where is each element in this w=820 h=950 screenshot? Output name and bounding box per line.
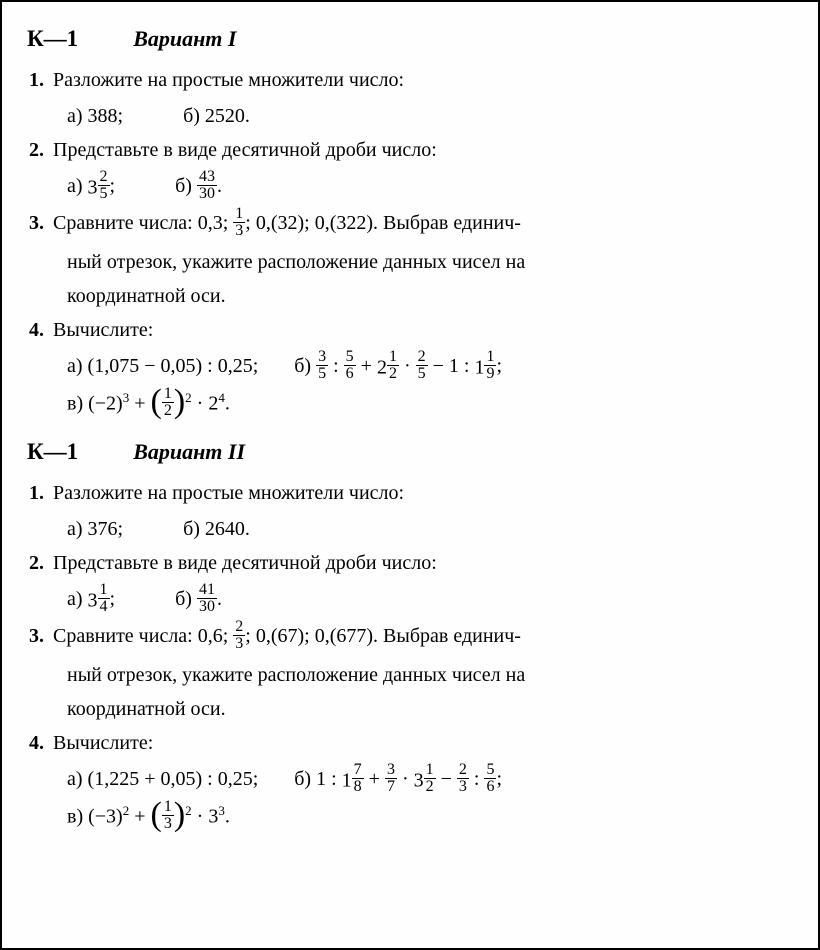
p3-line3: координатной оси.	[67, 694, 788, 724]
p3-line3: координатной оси.	[67, 281, 788, 311]
fraction: 23	[457, 762, 469, 795]
v1-p4-v: в) (−2)3 + (12)2 · 24.	[67, 388, 788, 422]
sub-v-prefix: в)	[67, 805, 88, 827]
problem-number: 3.	[29, 621, 53, 651]
variant1-header: К—1 Вариант I	[27, 22, 788, 57]
fraction: 4130	[197, 582, 217, 615]
sub-b-prefix: б)	[175, 175, 197, 197]
variant-label-1: Вариант I	[133, 26, 236, 51]
problem-text: Разложите на простые множители число:	[53, 69, 404, 91]
fraction: 13	[162, 799, 174, 832]
problem-text: Разложите на простые множители число:	[53, 482, 404, 504]
v2-problem2: 2.Представьте в виде десятичной дроби чи…	[29, 548, 788, 578]
problem-text: Вычислите:	[53, 319, 153, 341]
sub-b: б) 2520.	[183, 105, 250, 127]
sub-a: а) (1,075 − 0,05) : 0,25;	[67, 355, 258, 377]
v2-problem3: 3.Сравните числа: 0,6; 23; 0,(67); 0,(67…	[29, 621, 788, 654]
mixed-fraction: 314	[88, 584, 110, 617]
sub-b-prefix: б)	[294, 355, 316, 377]
sub-a-prefix: а)	[67, 175, 88, 197]
mixed-fraction: 312	[414, 764, 436, 797]
problem-number: 4.	[29, 728, 53, 758]
mixed-fraction: 212	[377, 351, 399, 384]
problem-text: Вычислите:	[53, 732, 153, 754]
variant2-header: К—1 Вариант II	[27, 435, 788, 470]
v1-problem4: 4.Вычислите:	[29, 315, 788, 345]
p3-text-b: ; 0,(32); 0,(322). Выбрав единич-	[245, 212, 521, 234]
p3-text-a: Сравните числа: 0,6;	[53, 625, 233, 647]
v1-problem1: 1.Разложите на простые множители число:	[29, 65, 788, 95]
v2-problem4: 4.Вычислите:	[29, 728, 788, 758]
v2-p1-sub: а) 376; б) 2640.	[67, 514, 788, 544]
fraction: 37	[385, 762, 397, 795]
fraction: 56	[344, 349, 356, 382]
fraction: 12	[162, 386, 174, 419]
v1-problem2: 2.Представьте в виде десятичной дроби чи…	[29, 135, 788, 165]
problem-text: Представьте в виде десятичной дроби числ…	[53, 139, 437, 161]
mixed-fraction: 119	[474, 351, 496, 384]
v2-problem1: 1.Разложите на простые множители число:	[29, 478, 788, 508]
p3-text-b: ; 0,(67); 0,(677). Выбрав единич-	[245, 625, 521, 647]
problem-number: 1.	[29, 65, 53, 95]
p3-line2: ный отрезок, укажите расположение данных…	[67, 660, 788, 690]
mixed-fraction: 325	[88, 171, 110, 204]
sub-b-prefix: б)	[294, 768, 316, 790]
fraction: 13	[233, 206, 245, 239]
v2-p4-v: в) (−3)2 + (13)2 · 33.	[67, 801, 788, 835]
fraction: 25	[416, 349, 428, 382]
p3-text-a: Сравните числа: 0,3;	[53, 212, 233, 234]
sub-b: б) 2640.	[183, 518, 250, 540]
worksheet-page: К—1 Вариант I 1.Разложите на простые мно…	[0, 0, 820, 950]
sub-a-prefix: а)	[67, 588, 88, 610]
p3-line2: ный отрезок, укажите расположение данных…	[67, 247, 788, 277]
problem-number: 1.	[29, 478, 53, 508]
v1-p1-sub: а) 388; б) 2520.	[67, 101, 788, 131]
k-label-2: К—1	[27, 439, 78, 464]
sub-v-prefix: в)	[67, 392, 88, 414]
problem-number: 2.	[29, 135, 53, 165]
v1-p2-sub: а) 325;б) 4330.	[67, 171, 788, 204]
v1-p4-ab: а) (1,075 − 0,05) : 0,25;б) 35 : 56 + 21…	[67, 351, 788, 384]
mixed-fraction: 178	[342, 764, 364, 797]
fraction: 23	[233, 619, 245, 652]
problem-number: 2.	[29, 548, 53, 578]
v2-p2-sub: а) 314;б) 4130.	[67, 584, 788, 617]
fraction: 35	[316, 349, 328, 382]
variant-label-2: Вариант II	[133, 439, 245, 464]
problem-text: Представьте в виде десятичной дроби числ…	[53, 552, 437, 574]
sub-b-prefix: б)	[175, 588, 197, 610]
sub-a: а) 388;	[67, 105, 123, 127]
v1-problem3: 3.Сравните числа: 0,3; 13; 0,(32); 0,(32…	[29, 208, 788, 241]
problem-number: 4.	[29, 315, 53, 345]
fraction: 56	[484, 762, 496, 795]
sub-a: а) (1,225 + 0,05) : 0,25;	[67, 768, 258, 790]
fraction: 4330	[197, 169, 217, 202]
sub-a: а) 376;	[67, 518, 123, 540]
problem-number: 3.	[29, 208, 53, 238]
k-label-1: К—1	[27, 26, 78, 51]
v2-p4-ab: а) (1,225 + 0,05) : 0,25;б) 1 : 178 + 37…	[67, 764, 788, 797]
